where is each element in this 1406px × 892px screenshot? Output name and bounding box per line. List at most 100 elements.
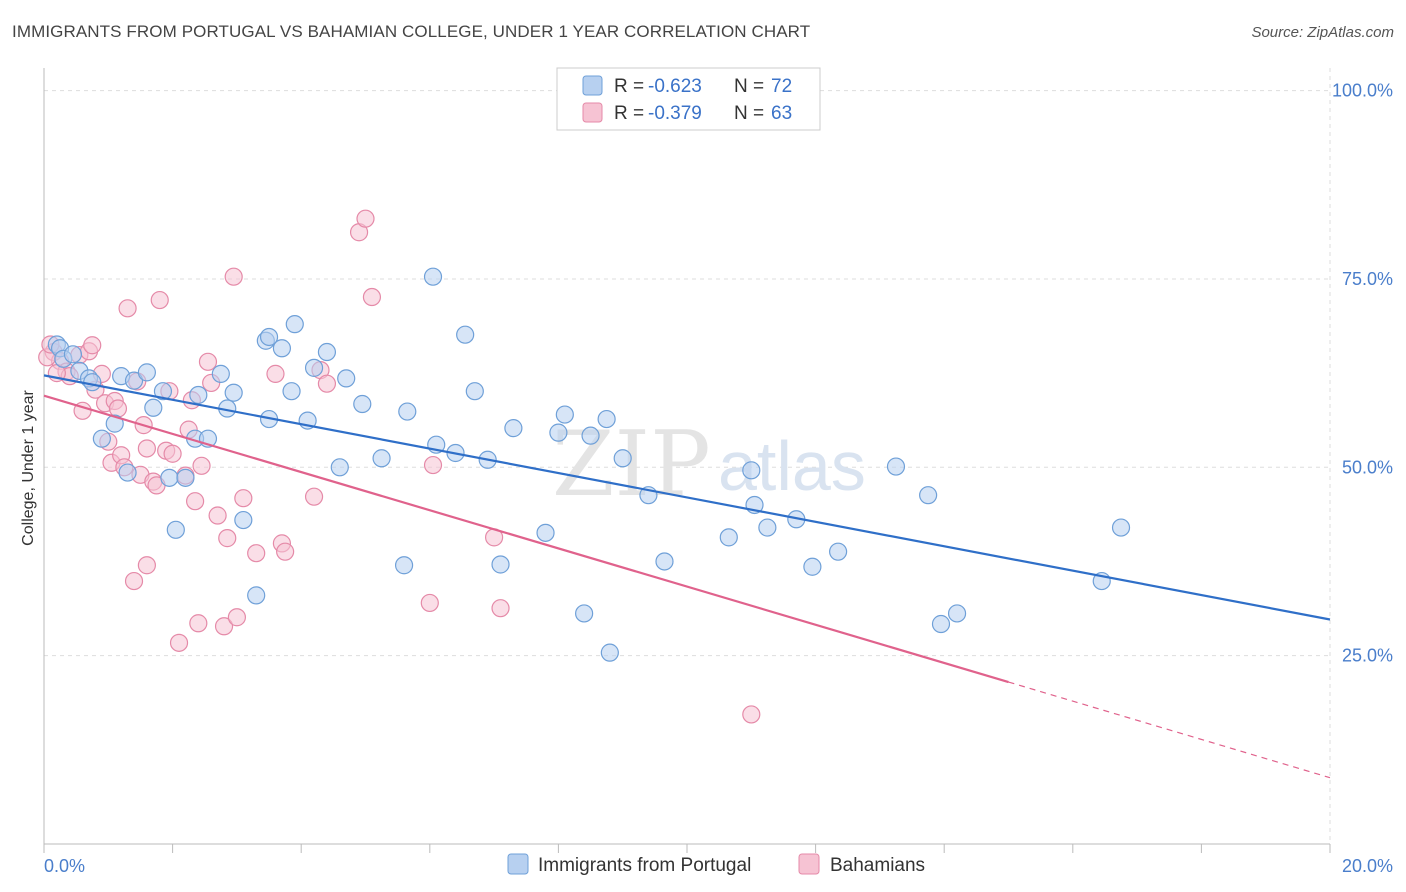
point-portugal-14 <box>153 382 173 401</box>
point-portugal-47 <box>491 555 510 574</box>
x-tick-label-0: 0.0% <box>44 856 85 876</box>
point-portugal-7 <box>92 429 111 448</box>
trend-line-bahamians <box>43 394 1009 684</box>
legend-label-bahamians: Bahamians <box>830 855 925 876</box>
point-portugal-35 <box>330 458 349 477</box>
point-bahamians-34 <box>186 492 205 511</box>
point-bahamians-22 <box>137 439 156 458</box>
point-bahamians-46 <box>266 364 285 383</box>
y-tick-label-2: 75.0% <box>1342 269 1393 289</box>
stats-legend-n-label-1: N = <box>734 76 764 97</box>
stats-legend: R = -0.623 N = 72 R = -0.379 N = 63 <box>556 67 821 131</box>
point-portugal-65 <box>829 542 848 561</box>
point-portugal-27 <box>259 327 279 347</box>
point-bahamians-42 <box>224 267 243 286</box>
point-portugal-64 <box>803 557 822 576</box>
point-portugal-25 <box>247 586 266 605</box>
point-bahamians-36 <box>192 456 211 475</box>
point-bahamians-51 <box>317 374 337 393</box>
point-portugal-31 <box>285 315 304 334</box>
point-portugal-41 <box>423 267 443 286</box>
y-axis-label: College, Under 1 year <box>20 390 37 546</box>
point-bahamians-41 <box>218 529 237 548</box>
point-portugal-17 <box>176 468 195 487</box>
tick-labels: 25.0% 50.0% 75.0% 100.0% 0.0% 20.0% <box>44 81 1393 876</box>
watermark-zip: ZIP <box>552 412 711 517</box>
point-bahamians-37 <box>198 352 218 371</box>
point-portugal-68 <box>931 614 951 634</box>
point-bahamians-40 <box>214 617 234 636</box>
point-portugal-45 <box>465 382 484 401</box>
y-tick-label-0: 25.0% <box>1342 646 1393 666</box>
point-portugal-3 <box>63 345 83 364</box>
trend-line-portugal <box>43 374 1331 621</box>
point-bahamians-45 <box>247 544 266 563</box>
source-label: Source: ZipAtlas.com <box>1251 24 1394 41</box>
point-bahamians-58 <box>491 599 510 618</box>
point-portugal-10 <box>118 463 137 482</box>
point-bahamians-14 <box>108 399 128 418</box>
point-portugal-56 <box>613 449 632 468</box>
point-portugal-37 <box>353 394 372 414</box>
point-portugal-8 <box>105 414 124 433</box>
y-tick-label-1: 50.0% <box>1342 457 1393 477</box>
watermark: ZIP atlas <box>552 412 866 517</box>
point-portugal-58 <box>655 552 674 571</box>
point-portugal-15 <box>160 468 179 487</box>
point-bahamians-59 <box>742 705 761 724</box>
x-tick-label-1: 20.0% <box>1342 856 1393 876</box>
point-bahamians-29 <box>163 444 182 463</box>
point-portugal-19 <box>189 385 208 405</box>
stats-legend-r-value-1: -0.623 <box>648 76 702 97</box>
point-portugal-6 <box>83 373 102 392</box>
stats-legend-swatch-pink <box>582 102 603 123</box>
legend-label-portugal: Immigrants from Portugal <box>538 855 751 876</box>
trend-line-bahamians-extended <box>1008 681 1331 779</box>
point-portugal-53 <box>581 426 600 445</box>
trend-lines <box>43 374 1331 779</box>
stats-legend-n-label-2: N = <box>734 103 764 124</box>
axes <box>43 68 1331 853</box>
point-portugal-66 <box>886 457 906 476</box>
point-portugal-21 <box>211 364 230 383</box>
point-bahamians-53 <box>356 209 375 228</box>
y-tick-label-3: 100.0% <box>1332 81 1393 101</box>
point-bahamians-55 <box>420 593 439 613</box>
point-bahamians-44 <box>234 489 253 508</box>
point-portugal-59 <box>719 528 738 547</box>
point-bahamians-18 <box>124 571 144 591</box>
point-portugal-67 <box>919 486 938 505</box>
point-bahamians-7 <box>83 336 102 355</box>
stats-legend-r-value-2: -0.379 <box>648 103 702 124</box>
watermark-atlas: atlas <box>718 427 866 505</box>
point-portugal-12 <box>137 363 156 382</box>
point-portugal-44 <box>456 325 475 344</box>
point-portugal-54 <box>597 409 616 429</box>
series-portugal-points <box>47 267 1131 662</box>
point-portugal-30 <box>282 382 301 401</box>
point-portugal-62 <box>758 518 777 537</box>
point-portugal-29 <box>272 339 292 358</box>
point-portugal-11 <box>124 371 144 390</box>
series-legend: Immigrants from Portugal Bahamians <box>507 853 925 876</box>
point-bahamians-17 <box>118 299 137 318</box>
point-portugal-38 <box>372 449 391 468</box>
point-bahamians-43 <box>227 608 246 627</box>
point-bahamians-48 <box>276 542 295 561</box>
point-portugal-40 <box>398 402 417 421</box>
point-portugal-50 <box>549 423 568 442</box>
stats-legend-swatch-blue <box>582 75 603 96</box>
point-portugal-33 <box>304 358 324 377</box>
point-portugal-60 <box>742 461 761 480</box>
point-portugal-49 <box>536 523 555 542</box>
point-portugal-34 <box>317 342 337 362</box>
point-portugal-23 <box>224 383 243 402</box>
point-bahamians-39 <box>208 506 227 525</box>
point-portugal-71 <box>1111 518 1131 537</box>
point-bahamians-35 <box>189 614 208 633</box>
point-portugal-51 <box>555 405 574 424</box>
stats-legend-r-label-2: R = <box>614 103 644 124</box>
point-portugal-24 <box>234 510 253 530</box>
stats-legend-n-value-1: 72 <box>771 76 792 97</box>
